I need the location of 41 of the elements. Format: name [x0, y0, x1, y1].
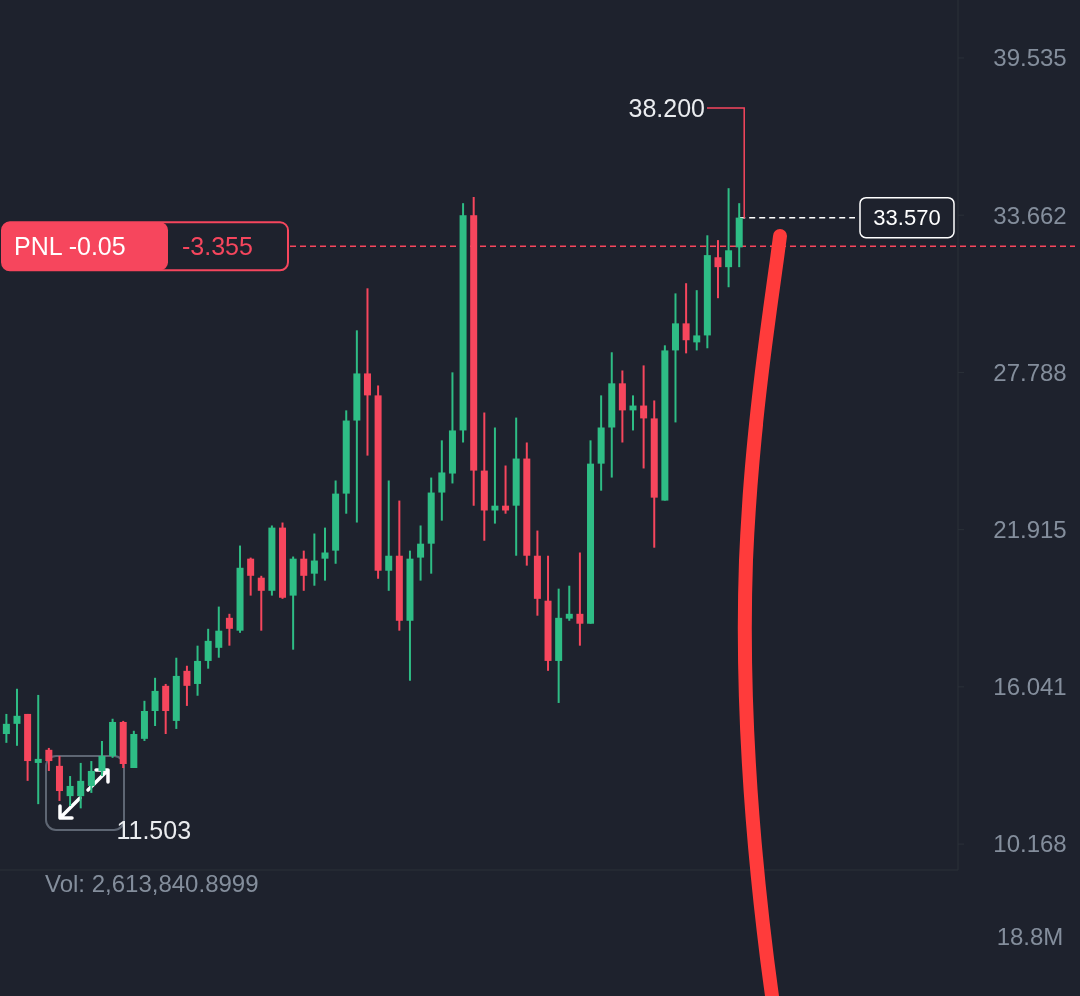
candlestick [257, 574, 265, 632]
candlestick [66, 775, 74, 808]
candlestick [385, 479, 393, 592]
y-tick-label: 10.168 [993, 830, 1067, 858]
candlestick [565, 584, 573, 622]
candlestick [13, 687, 21, 747]
candlestick [77, 761, 85, 810]
y-tick-label: 33.662 [993, 201, 1067, 229]
candlestick [640, 364, 648, 470]
candlestick [363, 287, 371, 457]
candlestick [417, 524, 425, 582]
candlestick [45, 746, 53, 772]
candlestick [194, 644, 202, 697]
annotation: 11.503 [116, 816, 192, 845]
annotation: 38.200 [628, 93, 705, 122]
candlestick [682, 282, 690, 355]
y-tick-label: 27.788 [993, 358, 1067, 386]
candlestick [310, 532, 318, 587]
text: Vol: 2,613,840.8999 [45, 870, 259, 898]
candlestick [300, 549, 308, 592]
candlestick [725, 187, 733, 289]
candlestick [215, 605, 223, 659]
candlestick [34, 693, 42, 806]
ref-line-label: 33.570 [873, 205, 941, 231]
candlestick [2, 712, 10, 744]
y-tick-label: 21.915 [993, 516, 1067, 544]
candlestick [151, 676, 159, 727]
candlestick [247, 556, 255, 597]
annotation: PNL -0.05 [14, 232, 126, 261]
y-tick-label: 16.041 [993, 673, 1067, 701]
annotation: -3.355 [182, 232, 253, 261]
text: 18.8M [996, 923, 1064, 951]
candlestick [183, 664, 191, 707]
candlestick [204, 627, 212, 670]
candlestick [225, 612, 233, 647]
candlestick [87, 760, 95, 794]
candlestick [576, 551, 584, 647]
candlestick [438, 439, 446, 522]
y-tick-label: 39.535 [993, 44, 1067, 72]
candlestick [321, 526, 329, 582]
candlestick [693, 289, 701, 352]
